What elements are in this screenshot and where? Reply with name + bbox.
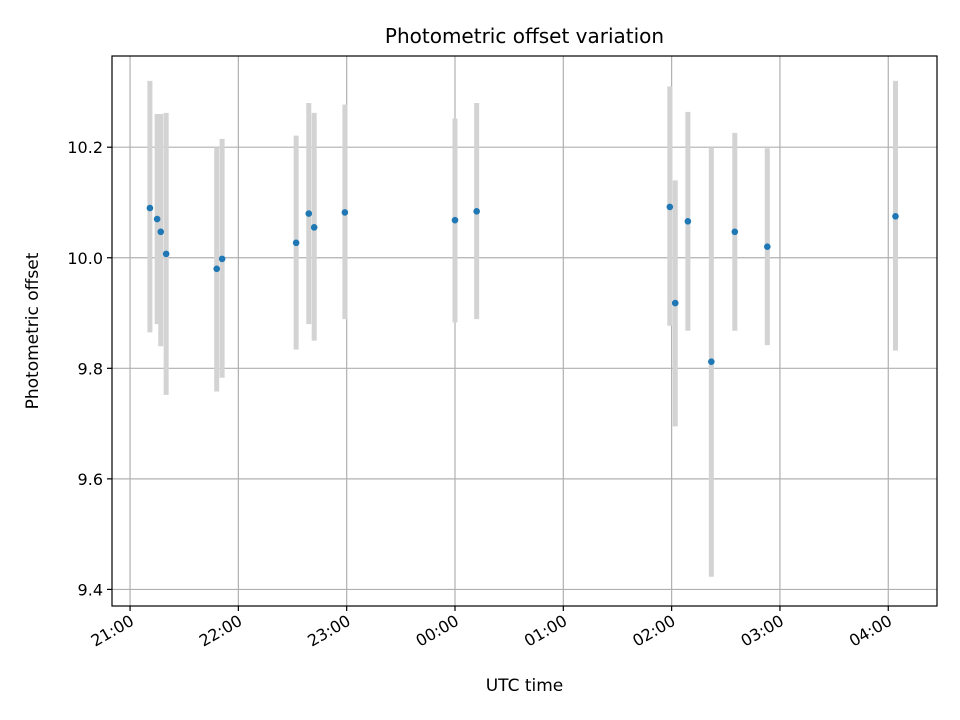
data-point: [305, 210, 313, 217]
data-point: [153, 215, 161, 223]
data-point: [218, 255, 226, 263]
data-point: [473, 208, 480, 215]
y-tick-label: 9.4: [78, 580, 103, 599]
data-point: [146, 204, 154, 212]
data-point: [310, 224, 318, 231]
y-tick-label: 10.0: [67, 249, 103, 268]
data-point: [764, 243, 771, 251]
plot-frame: [111, 55, 938, 607]
data-points: [146, 203, 899, 365]
data-point: [731, 228, 739, 236]
y-tick-label: 9.6: [78, 470, 103, 489]
chart-title: Photometric offset variation: [385, 24, 664, 48]
data-point: [684, 217, 692, 225]
data-point: [292, 239, 300, 247]
data-point: [892, 213, 899, 220]
y-axis-title: Photometric offset: [23, 252, 43, 409]
data-point: [162, 250, 170, 258]
data-point: [157, 228, 165, 236]
data-point: [341, 209, 349, 216]
x-axis-title: UTC time: [486, 676, 564, 696]
data-point: [708, 358, 715, 365]
y-tick-label: 10.2: [67, 138, 103, 157]
data-point: [451, 216, 459, 224]
y-tick-label: 9.8: [78, 359, 103, 378]
data-point: [671, 299, 679, 307]
data-point: [666, 203, 674, 211]
data-point: [213, 265, 221, 273]
